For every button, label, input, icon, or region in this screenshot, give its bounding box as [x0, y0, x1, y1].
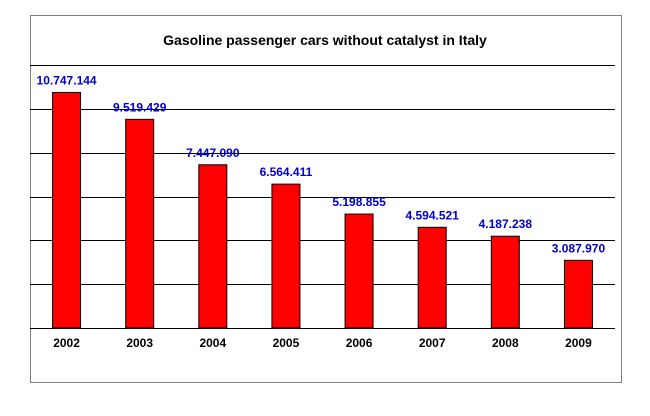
- data-label-2005: 6.564.411: [260, 165, 313, 179]
- bar-2006: [344, 213, 374, 329]
- bar-2002: [52, 91, 82, 329]
- bar-2008: [490, 235, 520, 329]
- data-label-2003: 9.519.429: [113, 100, 167, 114]
- bar-2003: [125, 118, 155, 329]
- x-tick-label-2004: 2004: [199, 336, 226, 350]
- data-label-2006: 5.198.855: [332, 195, 386, 209]
- x-tick-label-2008: 2008: [492, 336, 519, 350]
- bar-2007: [417, 226, 447, 329]
- data-label-2004: 7.447.090: [186, 146, 240, 160]
- bar-2005: [271, 183, 301, 329]
- x-tick-label-2006: 2006: [346, 336, 373, 350]
- data-label-2002: 10.747.144: [37, 73, 97, 87]
- x-tick-label-2007: 2007: [419, 336, 446, 350]
- x-tick-label-2002: 2002: [53, 336, 80, 350]
- x-tick-label-2005: 2005: [273, 336, 300, 350]
- data-label-2009: 3.087.970: [552, 241, 606, 255]
- chart-border: [30, 15, 622, 383]
- bar-2009: [563, 259, 593, 329]
- x-tick-label-2009: 2009: [565, 336, 592, 350]
- x-tick-label-2003: 2003: [126, 336, 153, 350]
- x-axis-tick-labels: 2002 2003 2004 2005 2006 2007 2008 2009: [53, 336, 592, 350]
- data-labels: 10.747.144 9.519.429 7.447.090 6.564.411 5.1…: [37, 73, 606, 255]
- chart-title: Gasoline passenger cars without catalyst…: [163, 32, 487, 48]
- data-label-2007: 4.594.521: [405, 208, 459, 222]
- bars: [52, 91, 593, 329]
- bar-2004: [198, 164, 228, 329]
- data-label-2008: 4.187.238: [479, 217, 533, 231]
